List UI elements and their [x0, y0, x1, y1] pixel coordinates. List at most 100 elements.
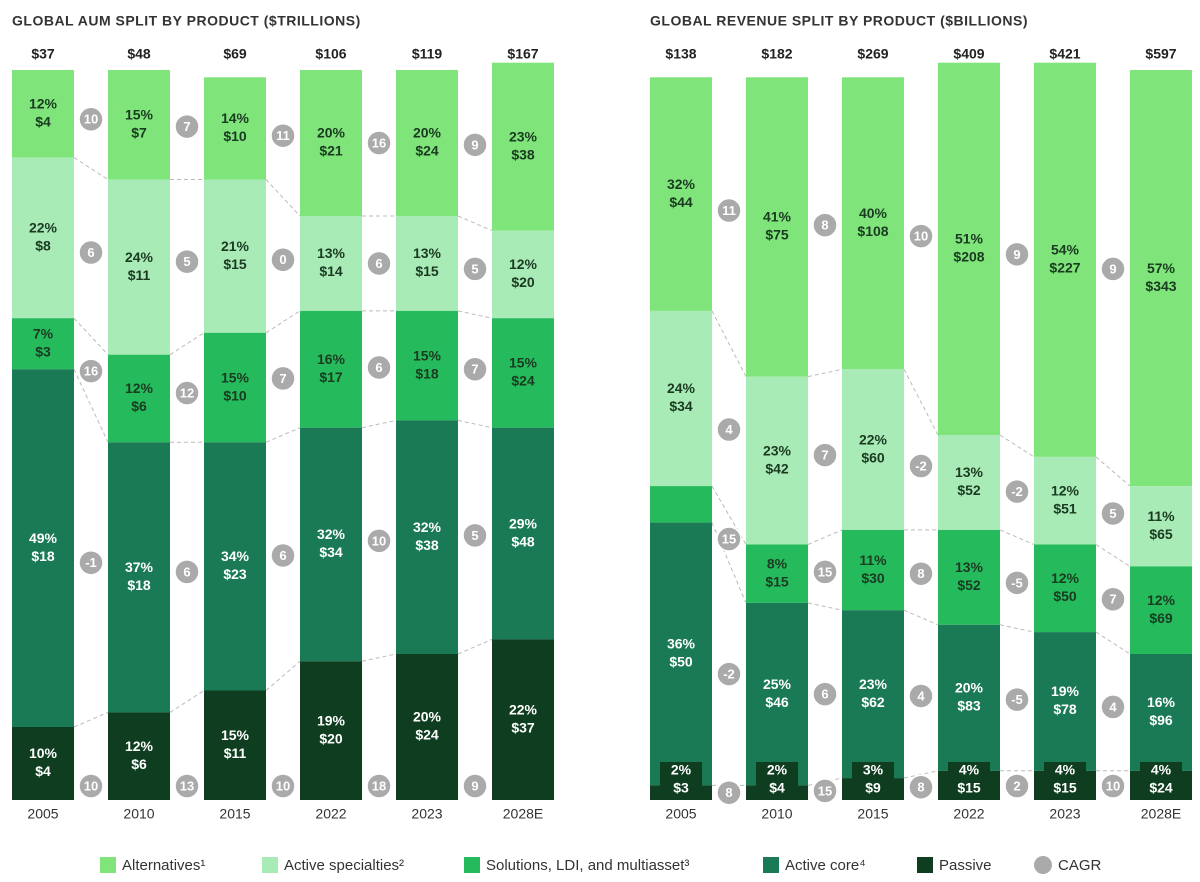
- cagr-label: 15: [722, 531, 736, 546]
- total-label: $106: [315, 46, 346, 62]
- x-tick-label: 2015: [219, 806, 250, 822]
- bar-segment: [650, 522, 712, 786]
- amount-label: $60: [861, 449, 885, 465]
- legend-label: Passive: [939, 857, 992, 874]
- value-label: 4%: [1055, 762, 1076, 778]
- amount-label: $69: [1149, 610, 1173, 626]
- value-label: 8%: [767, 555, 788, 571]
- value-label: 13%: [955, 464, 984, 480]
- cagr-label: 5: [183, 254, 190, 269]
- connector: [711, 310, 747, 377]
- value-label: 25%: [763, 676, 792, 692]
- value-label: 12%: [1147, 592, 1176, 608]
- cagr-label: -1: [85, 555, 97, 570]
- cagr-marker: [1100, 694, 1126, 720]
- value-label: 19%: [317, 712, 346, 728]
- value-label: 23%: [509, 128, 538, 144]
- amount-label: $78: [1053, 701, 1077, 717]
- value-label: 36%: [667, 636, 696, 652]
- cagr-marker: [174, 113, 200, 140]
- bar-segment: [746, 544, 808, 603]
- bar-segment: [12, 727, 74, 800]
- connector: [807, 529, 843, 545]
- label-box: [756, 762, 798, 800]
- amount-label: $24: [415, 143, 439, 159]
- amount-label: $38: [415, 537, 439, 553]
- x-tick-label: 2028E: [503, 806, 543, 822]
- connector: [1095, 631, 1131, 655]
- amount-label: $20: [319, 730, 343, 746]
- cagr-label: 15: [818, 564, 832, 579]
- cagr-marker: [78, 106, 104, 133]
- value-label: 11%: [859, 552, 887, 568]
- amount-label: $20: [511, 274, 535, 290]
- legend-label: Active core⁴: [785, 857, 866, 874]
- cagr-marker: [1004, 686, 1030, 713]
- legend-swatch: [262, 857, 278, 873]
- amount-label: $52: [957, 577, 981, 593]
- total-label: $48: [127, 46, 151, 62]
- amount-label: $18: [31, 548, 55, 564]
- connector: [807, 602, 843, 611]
- amount-label: $23: [223, 566, 247, 582]
- amount-label: $227: [1049, 260, 1080, 276]
- value-label: 12%: [1051, 482, 1080, 498]
- bar-segment: [204, 179, 266, 333]
- cagr-label: 8: [821, 218, 828, 233]
- amount-label: $17: [319, 369, 343, 385]
- value-label: 13%: [413, 245, 442, 261]
- value-label: 20%: [413, 125, 442, 141]
- value-label: 32%: [317, 526, 346, 542]
- amount-label: $83: [957, 698, 981, 714]
- bar-segment: [396, 216, 458, 311]
- bar-segment: [204, 690, 266, 800]
- cagr-marker: [716, 779, 742, 806]
- connector: [999, 529, 1035, 545]
- cagr-marker: [908, 560, 934, 587]
- total-label: $119: [412, 46, 443, 62]
- amount-label: $24: [415, 727, 439, 743]
- cagr-marker: [366, 354, 392, 381]
- bar-segment: [300, 216, 362, 311]
- amount-label: $50: [669, 654, 693, 670]
- bar-segment: [842, 77, 904, 370]
- value-label: 4%: [1151, 762, 1172, 778]
- cagr-marker: [462, 356, 488, 383]
- cagr-label: -5: [1011, 575, 1023, 590]
- bar-segment: [1034, 544, 1096, 633]
- value-label: 16%: [317, 351, 346, 367]
- bar-segment: [746, 77, 808, 377]
- x-tick-label: 2023: [411, 806, 442, 822]
- amount-label: $10: [223, 387, 247, 403]
- cagr-marker: [270, 122, 296, 149]
- connector: [265, 179, 301, 217]
- cagr-marker: [270, 247, 296, 273]
- cagr-label: -2: [1011, 484, 1023, 499]
- amount-label: $24: [511, 373, 535, 389]
- connector: [169, 332, 205, 356]
- total-label: $182: [761, 46, 792, 62]
- legend-swatch: [763, 857, 779, 873]
- value-label: 51%: [955, 231, 984, 247]
- cagr-label: 7: [821, 448, 828, 463]
- connector: [73, 711, 109, 728]
- amount-label: $52: [957, 482, 981, 498]
- amount-label: $4: [35, 114, 51, 130]
- cagr-label: 6: [183, 564, 190, 579]
- amount-label: $15: [415, 263, 439, 279]
- bar-segment: [746, 602, 808, 786]
- connector: [73, 317, 109, 356]
- bar-segment: [492, 230, 554, 319]
- bar-segment: [12, 70, 74, 158]
- cagr-marker: [78, 358, 104, 384]
- label-box: [660, 762, 702, 800]
- cagr-label: 7: [1109, 592, 1116, 607]
- cagr-marker: [716, 661, 742, 687]
- connector: [1095, 544, 1131, 567]
- bar-segment: [842, 529, 904, 611]
- x-tick-label: 2010: [123, 806, 154, 822]
- cagr-marker: [366, 773, 392, 799]
- value-label: 15%: [413, 347, 442, 363]
- amount-label: $42: [765, 460, 789, 476]
- bar-segment: [650, 486, 712, 523]
